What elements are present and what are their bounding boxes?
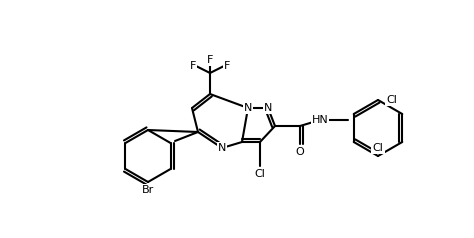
Text: F: F (207, 55, 213, 65)
Text: HN: HN (311, 115, 328, 125)
Text: Br: Br (142, 185, 154, 195)
Text: F: F (224, 61, 230, 71)
Text: Cl: Cl (373, 143, 383, 153)
Text: Cl: Cl (386, 95, 397, 105)
Text: N: N (264, 103, 272, 113)
Text: Cl: Cl (255, 169, 265, 179)
Text: O: O (296, 147, 304, 157)
Text: N: N (218, 143, 226, 153)
Text: F: F (190, 61, 196, 71)
Text: N: N (244, 103, 252, 113)
